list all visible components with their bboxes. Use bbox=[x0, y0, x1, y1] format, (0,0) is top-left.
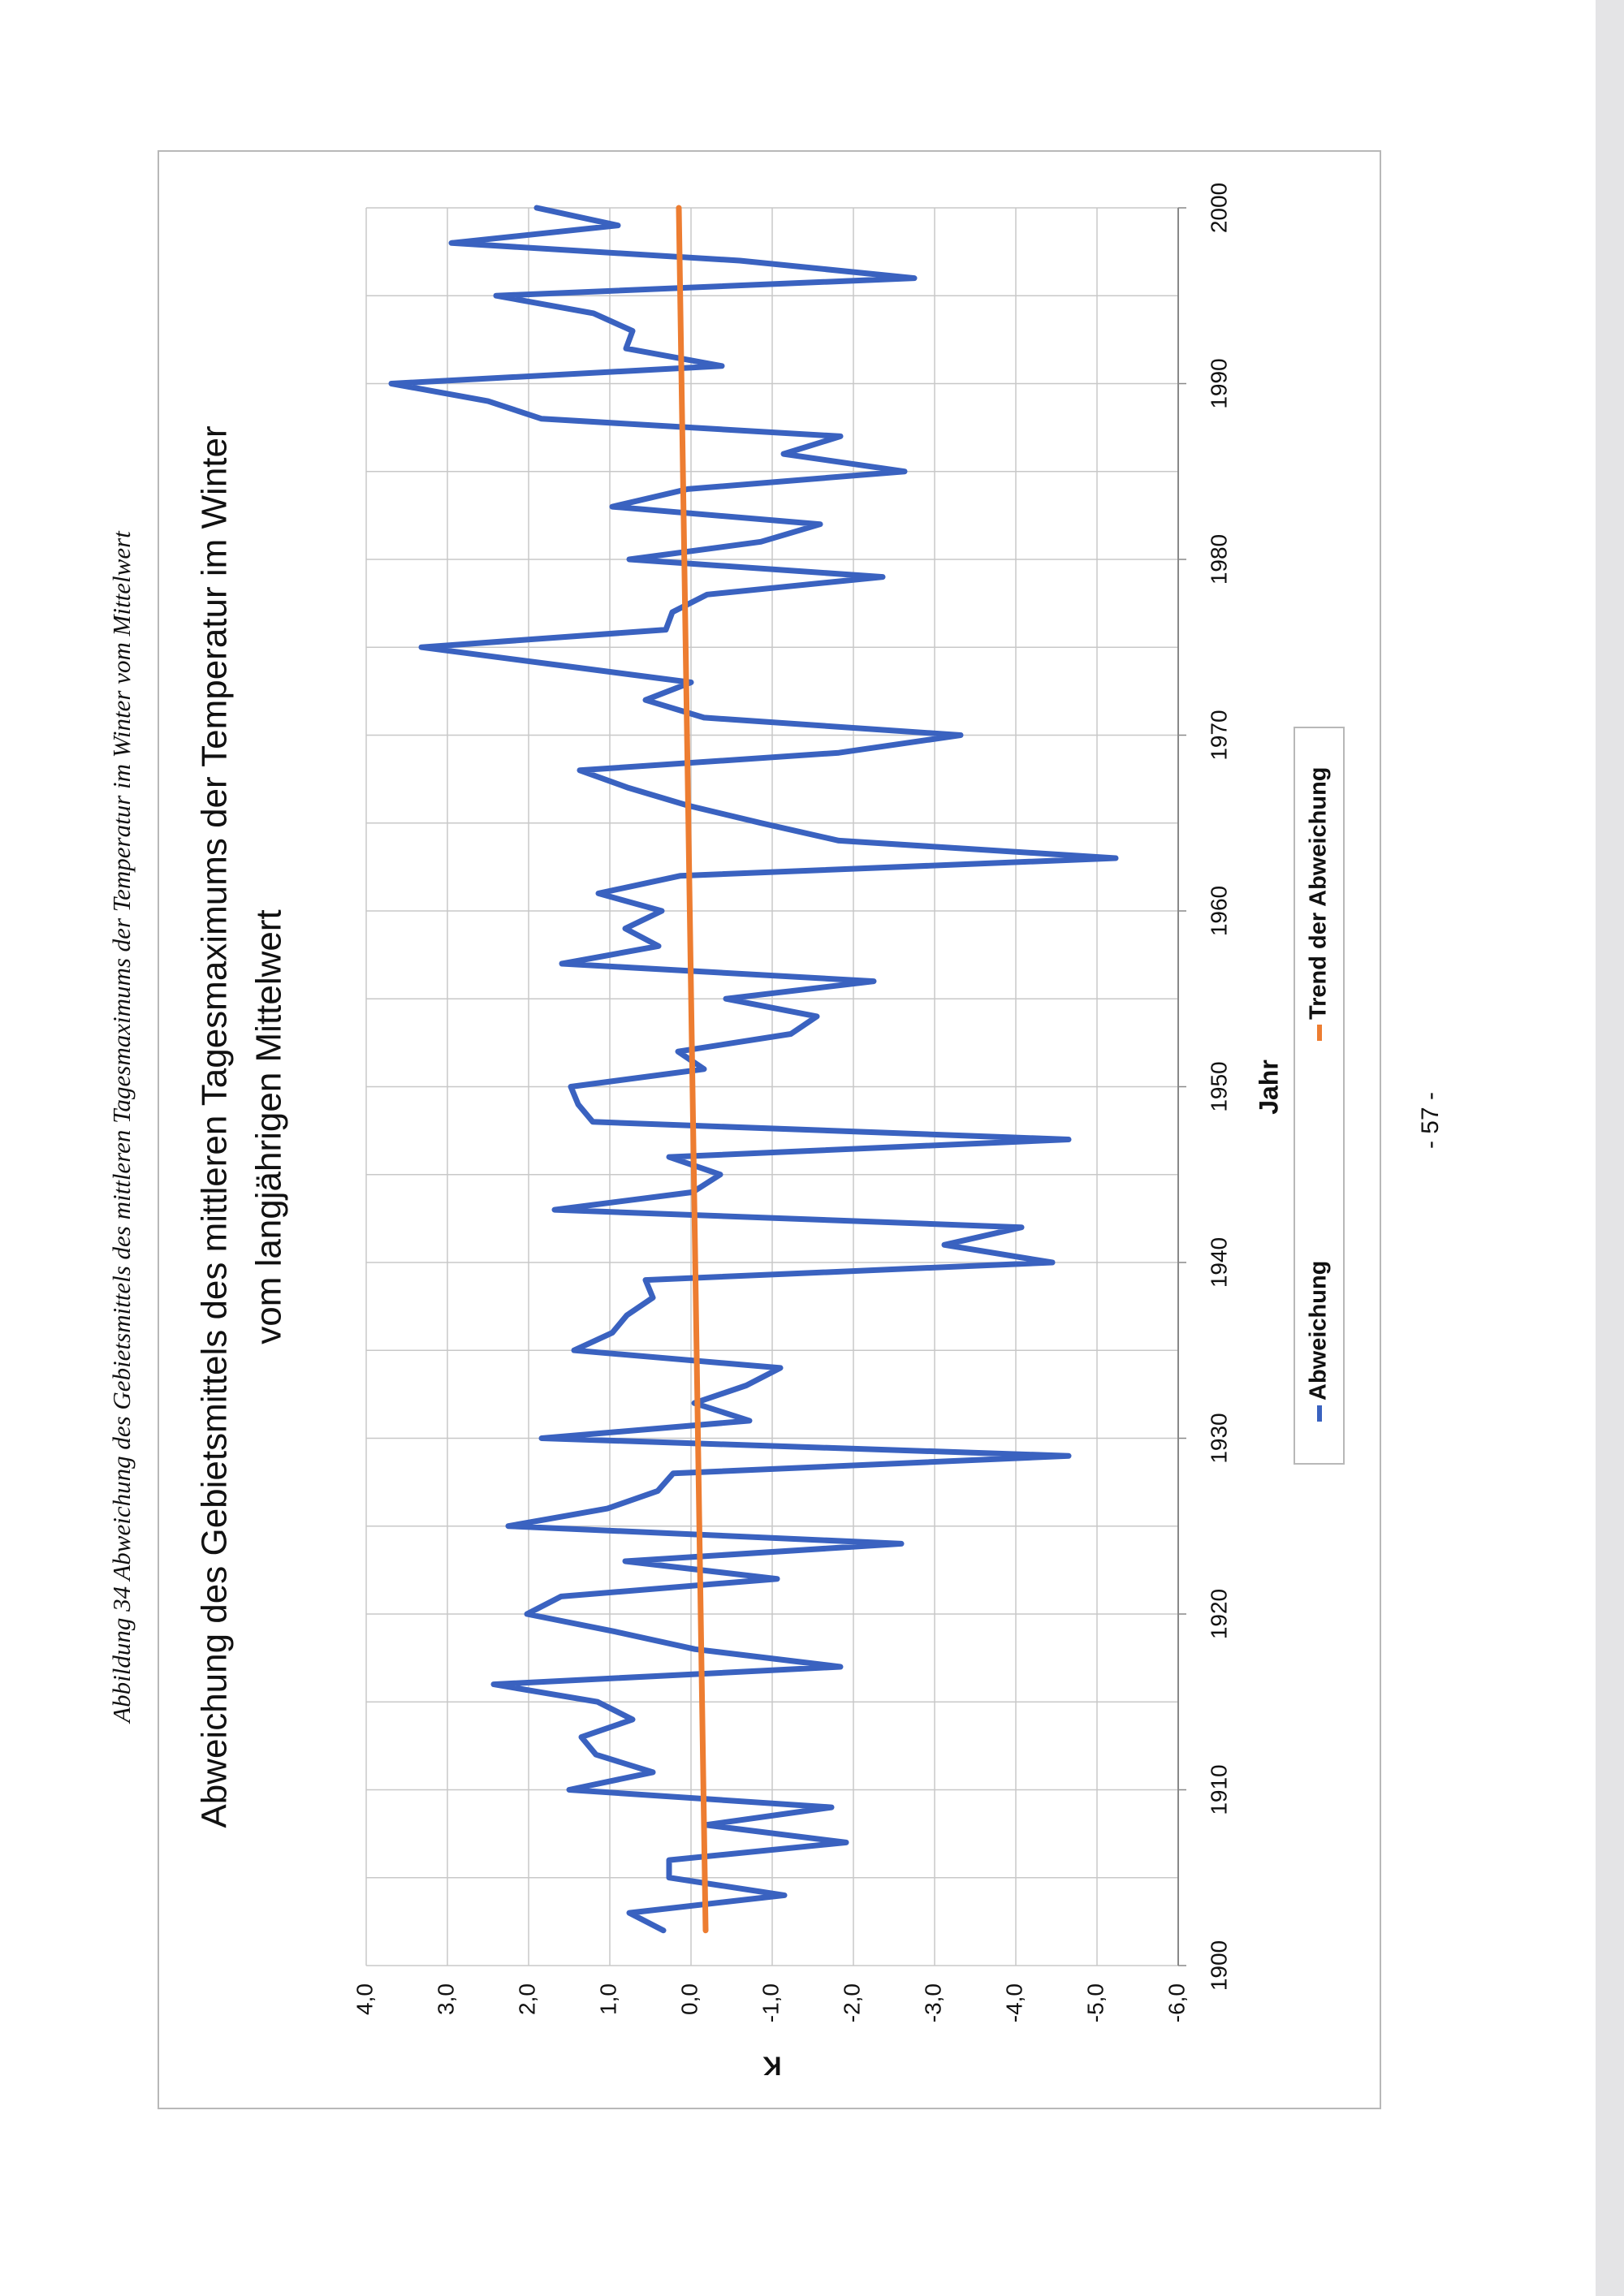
y-tick-label: 3,0 bbox=[433, 1983, 458, 2015]
x-tick-label: 2000 bbox=[1206, 183, 1231, 233]
x-tick-label: 1970 bbox=[1206, 710, 1231, 760]
data-line bbox=[676, 205, 709, 1934]
x-tick-label: 1910 bbox=[1206, 1764, 1231, 1815]
x-tick-label: 1960 bbox=[1206, 886, 1231, 936]
y-tick-label: -6,0 bbox=[1164, 1983, 1189, 2022]
x-tick-label: 1950 bbox=[1206, 1061, 1231, 1111]
x-tick-label: 1980 bbox=[1206, 534, 1231, 585]
chart-title: Abweichung des Gebietsmittels des mittle… bbox=[195, 425, 235, 1828]
y-tick-label: -1,0 bbox=[758, 1983, 783, 2022]
legend-label: Trend der Abweichung bbox=[1306, 766, 1332, 1020]
figure-caption: Abbildung 34 Abweichung des Gebietsmitte… bbox=[107, 530, 136, 1724]
y-tick-label: 4,0 bbox=[352, 1983, 377, 2015]
page-number: - 57 - bbox=[1417, 1092, 1444, 1149]
y-tick-label: 0,0 bbox=[676, 1983, 702, 2015]
x-tick-label: 1930 bbox=[1206, 1413, 1231, 1463]
y-axis-label: K bbox=[762, 2052, 781, 2081]
x-tick-label: 1940 bbox=[1206, 1237, 1231, 1288]
x-axis-label: Jahr bbox=[1254, 1060, 1283, 1115]
chart: Abweichung des Gebietsmittels des mittle… bbox=[158, 150, 1381, 2109]
legend-label: Abweichung bbox=[1306, 1261, 1332, 1400]
x-tick-label: 1900 bbox=[1206, 1940, 1231, 1991]
x-tick-label: 1920 bbox=[1206, 1589, 1231, 1639]
x-tick-label: 1990 bbox=[1206, 358, 1231, 408]
y-tick-label: -4,0 bbox=[1001, 1983, 1026, 2022]
y-tick-label: -3,0 bbox=[920, 1983, 945, 2022]
data-line bbox=[388, 205, 1119, 1934]
chart-title: vom langjährigen Mittelwert bbox=[249, 909, 289, 1344]
legend-box bbox=[1294, 727, 1345, 1465]
y-tick-label: 1,0 bbox=[595, 1983, 620, 2015]
scan-edge bbox=[1596, 0, 1624, 2296]
y-tick-label: -2,0 bbox=[839, 1983, 864, 2022]
y-tick-label: 2,0 bbox=[514, 1983, 539, 2015]
y-tick-label: -5,0 bbox=[1082, 1983, 1108, 2022]
